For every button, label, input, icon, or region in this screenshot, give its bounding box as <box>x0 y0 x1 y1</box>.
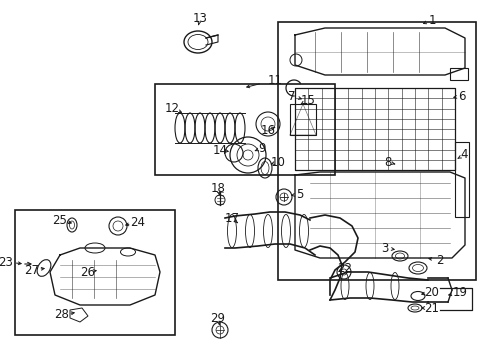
Text: 5: 5 <box>296 188 303 201</box>
Text: 1: 1 <box>427 13 435 27</box>
Bar <box>294 88 454 170</box>
Text: 14: 14 <box>212 144 227 157</box>
Text: 27: 27 <box>24 264 40 276</box>
Text: 24: 24 <box>130 216 145 229</box>
Text: 13: 13 <box>192 12 207 24</box>
Bar <box>15 210 175 335</box>
Text: 23: 23 <box>0 256 13 269</box>
Text: 20: 20 <box>424 285 439 298</box>
Text: 2: 2 <box>435 253 443 266</box>
Text: 11: 11 <box>267 73 282 86</box>
Text: 3: 3 <box>381 242 388 255</box>
Bar <box>278 22 475 280</box>
Bar <box>454 142 468 217</box>
Text: 19: 19 <box>451 285 467 298</box>
Text: 25: 25 <box>52 213 67 226</box>
Text: 10: 10 <box>270 156 285 168</box>
Bar <box>155 84 334 175</box>
Text: 9: 9 <box>258 141 265 154</box>
Text: 16: 16 <box>260 123 275 136</box>
Text: 22: 22 <box>337 261 352 274</box>
Bar <box>449 68 467 80</box>
Text: 7: 7 <box>287 90 295 103</box>
Text: 18: 18 <box>210 181 225 194</box>
Text: 6: 6 <box>457 90 465 103</box>
Text: 12: 12 <box>164 102 179 114</box>
Text: 26: 26 <box>81 266 95 279</box>
Text: 21: 21 <box>424 302 439 315</box>
Text: 29: 29 <box>210 311 225 324</box>
Text: 8: 8 <box>384 156 391 168</box>
Text: 17: 17 <box>224 211 239 225</box>
Text: 4: 4 <box>459 148 467 162</box>
Text: 28: 28 <box>55 309 69 321</box>
Text: 15: 15 <box>300 94 315 107</box>
